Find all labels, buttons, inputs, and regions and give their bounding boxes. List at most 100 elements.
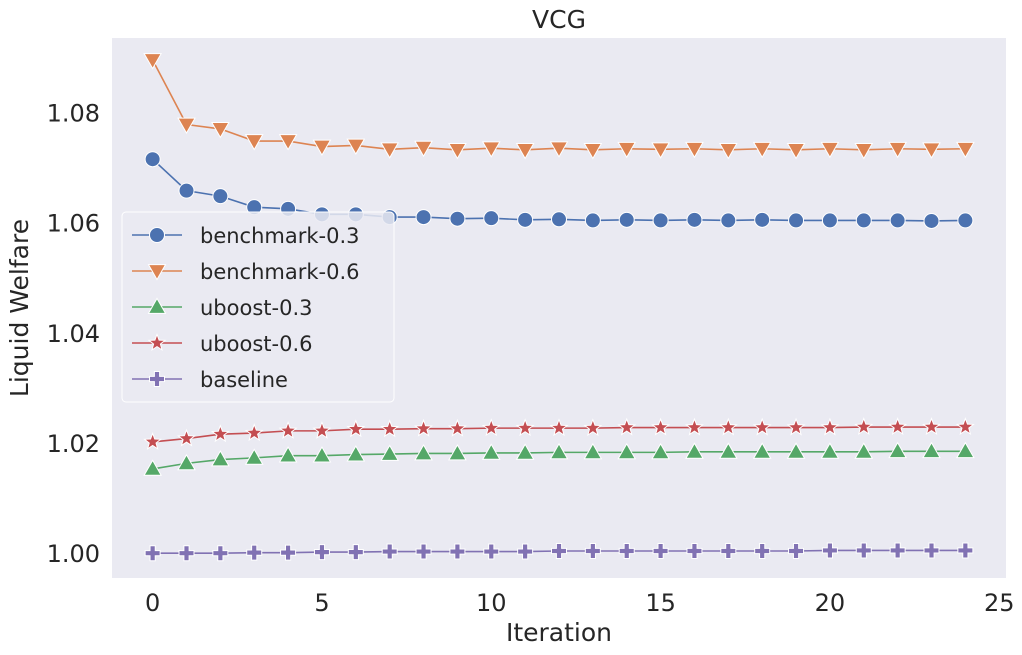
x-tick-label: 0 <box>145 589 160 617</box>
legend-item: benchmark-0.6 <box>132 260 360 284</box>
y-tick-label: 1.02 <box>47 430 100 458</box>
data-point-benchmark-0.6 <box>177 117 196 135</box>
data-point-benchmark-0.6 <box>888 141 907 159</box>
data-point-baseline <box>381 543 398 560</box>
series-benchmark-0.3 <box>144 151 974 229</box>
data-point-baseline <box>144 545 161 562</box>
x-tick-label: 10 <box>476 589 507 617</box>
data-point-uboost-0.6 <box>854 417 874 436</box>
data-point-benchmark-0.6 <box>549 141 569 158</box>
data-point-benchmark-0.3 <box>889 212 906 229</box>
data-point-uboost-0.6 <box>922 417 941 436</box>
data-point-benchmark-0.6 <box>312 139 332 157</box>
series-uboost-0.6 <box>143 417 975 450</box>
data-point-baseline <box>652 543 669 559</box>
data-point-baseline <box>889 542 906 559</box>
data-point-benchmark-0.3 <box>754 211 771 228</box>
data-point-uboost-0.6 <box>820 417 840 436</box>
data-point-uboost-0.3 <box>515 443 535 460</box>
data-point-benchmark-0.3 <box>483 210 500 227</box>
data-point-benchmark-0.3 <box>720 212 737 229</box>
data-point-benchmark-0.6 <box>617 141 637 159</box>
data-point-baseline <box>212 545 229 562</box>
legend-marker <box>149 371 165 387</box>
y-axis-ticks: 1.00 1.02 1.04 1.06 1.08 <box>47 99 100 568</box>
legend-item: uboost-0.6 <box>132 332 313 356</box>
data-point-benchmark-0.3 <box>686 211 703 228</box>
data-point-uboost-0.6 <box>685 417 704 436</box>
data-point-baseline <box>923 542 940 559</box>
data-point-baseline <box>720 543 737 559</box>
legend-marker <box>147 297 167 314</box>
data-point-benchmark-0.6 <box>481 141 501 158</box>
data-point-uboost-0.3 <box>346 445 366 462</box>
data-point-uboost-0.6 <box>888 417 908 436</box>
x-axis-label: Iteration <box>506 618 612 647</box>
series-uboost-0.3 <box>143 441 975 476</box>
data-point-baseline <box>347 544 364 561</box>
data-point-benchmark-0.3 <box>212 188 229 205</box>
data-point-uboost-0.3 <box>549 442 569 460</box>
data-point-baseline <box>957 542 974 559</box>
legend-label: benchmark-0.6 <box>200 260 360 284</box>
data-point-uboost-0.6 <box>549 418 569 437</box>
data-point-baseline <box>246 544 263 561</box>
y-tick-label: 1.04 <box>47 320 100 348</box>
data-point-benchmark-0.3 <box>178 182 195 199</box>
data-point-benchmark-0.3 <box>923 212 940 229</box>
data-point-benchmark-0.3 <box>415 209 432 226</box>
data-point-baseline <box>686 543 703 559</box>
y-tick-label: 1.00 <box>47 540 100 568</box>
data-point-uboost-0.3 <box>380 444 400 461</box>
data-point-benchmark-0.3 <box>821 212 838 229</box>
data-point-uboost-0.3 <box>177 453 196 471</box>
data-point-benchmark-0.6 <box>786 142 806 160</box>
data-point-uboost-0.6 <box>651 417 671 436</box>
data-point-benchmark-0.3 <box>788 212 805 229</box>
data-point-benchmark-0.3 <box>618 211 635 228</box>
data-point-uboost-0.6 <box>177 428 196 447</box>
data-point-uboost-0.6 <box>617 417 637 436</box>
data-point-baseline <box>551 543 567 559</box>
data-point-uboost-0.3 <box>820 442 840 459</box>
data-point-uboost-0.6 <box>210 424 230 443</box>
data-point-uboost-0.3 <box>651 442 670 460</box>
data-point-uboost-0.3 <box>718 442 738 459</box>
data-point-uboost-0.6 <box>143 431 163 450</box>
data-point-benchmark-0.3 <box>584 212 601 229</box>
data-point-benchmark-0.6 <box>820 141 840 159</box>
y-tick-label: 1.08 <box>47 99 100 127</box>
data-point-benchmark-0.3 <box>449 210 466 227</box>
data-point-uboost-0.3 <box>752 442 772 459</box>
data-point-uboost-0.3 <box>278 446 298 463</box>
data-point-uboost-0.6 <box>718 417 738 436</box>
data-point-benchmark-0.6 <box>922 142 941 159</box>
data-point-uboost-0.6 <box>414 418 433 437</box>
data-point-uboost-0.6 <box>346 419 366 438</box>
data-point-benchmark-0.3 <box>652 212 669 229</box>
legend-box <box>121 211 395 403</box>
data-point-baseline <box>584 543 601 559</box>
data-point-uboost-0.6 <box>380 419 400 438</box>
data-point-uboost-0.3 <box>617 442 637 460</box>
data-point-benchmark-0.6 <box>752 141 772 159</box>
data-point-benchmark-0.6 <box>583 142 603 160</box>
data-point-baseline <box>788 543 805 559</box>
data-point-uboost-0.3 <box>786 442 806 459</box>
data-point-uboost-0.6 <box>244 423 264 442</box>
data-point-uboost-0.6 <box>583 418 603 437</box>
legend-marker <box>147 264 167 281</box>
legend-label: benchmark-0.3 <box>200 224 360 248</box>
data-point-benchmark-0.6 <box>211 122 230 139</box>
data-point-uboost-0.6 <box>312 420 332 439</box>
data-point-baseline <box>313 544 330 561</box>
data-point-baseline <box>754 543 771 559</box>
data-point-uboost-0.3 <box>685 442 704 459</box>
data-point-baseline <box>517 543 534 560</box>
x-tick-label: 5 <box>314 589 329 617</box>
data-point-baseline <box>280 544 297 561</box>
chart-title: VCG <box>532 5 586 34</box>
legend-marker <box>147 333 167 352</box>
legend-item: uboost-0.3 <box>132 296 313 320</box>
